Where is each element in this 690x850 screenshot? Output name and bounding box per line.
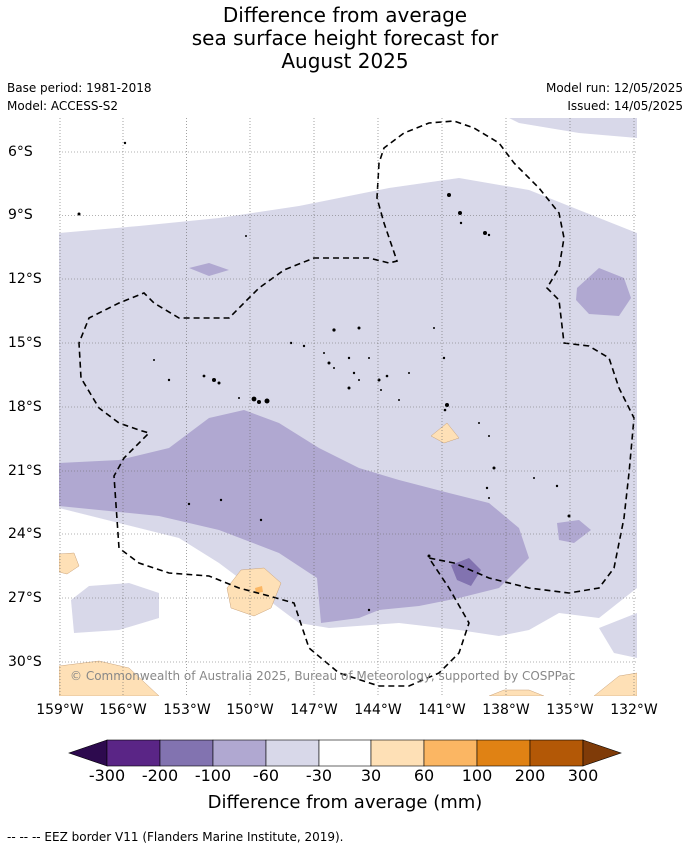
lon-tick-159w: 159°W [36,702,84,718]
colorbar-title: Difference from average (mm) [207,792,483,813]
chart-title: Difference from average sea surface heig… [0,4,690,73]
colorbar-label-pos300: 300 [567,766,599,785]
gridlines [59,118,637,696]
colorbar-bin-4 [265,739,320,767]
lon-tick-156w: 156°W [99,702,147,718]
colorbar-label-pos30: 30 [360,766,382,785]
lat-tick-12s: 12°S [8,271,42,287]
anomaly-blob-east2 [557,520,591,543]
colorbar-bin-9 [529,739,584,767]
anomaly-pos-7 [255,586,263,593]
colorbar-bin-7 [423,739,478,767]
anomaly-blob-east [576,268,631,316]
title-line-1: Difference from average [222,3,468,27]
base-period: Base period: 1981-2018 [7,81,152,95]
anomaly-pos-5 [488,689,545,696]
colorbar-bin-2 [159,739,214,767]
lon-tick-147w: 147°W [290,702,338,718]
eez-border [78,120,635,687]
colorbar-arrow-right [582,739,622,767]
issued-date: Issued: 14/05/2025 [567,99,683,113]
lat-tick-9s: 9°S [8,207,33,223]
anomaly-pos-3 [59,552,80,575]
lat-tick-24s: 24°S [8,526,42,542]
lat-tick-21s: 21°S [8,463,42,479]
colorbar-bin-5 [318,739,372,767]
islands [77,141,571,612]
sea-level-map [59,118,637,696]
colorbar-arrow-left [68,739,108,767]
colorbar-label-neg60: -60 [252,766,280,785]
lon-tick-144w: 144°W [354,702,402,718]
copyright-notice: © Commonwealth of Australia 2025, Bureau… [70,669,576,683]
lon-tick-141w: 141°W [418,702,466,718]
colorbar [68,739,622,767]
title-line-3: August 2025 [281,49,409,73]
eez-footnote: -- -- -- EEZ border V11 (Flanders Marine… [7,830,344,844]
lat-tick-15s: 15°S [8,335,42,351]
lat-tick-18s: 18°S [8,399,42,415]
colorbar-bin-1 [106,739,161,767]
lon-tick-135w: 135°W [546,702,594,718]
meta-right: Model run: 12/05/2025 Issued: 14/05/2025 [546,79,683,115]
colorbar-label-pos60: 60 [413,766,435,785]
colorbar-label-neg200: -200 [141,766,179,785]
lat-tick-30s: 30°S [8,654,42,670]
lat-tick-27s: 27°S [8,590,42,606]
model-name: Model: ACCESS-S2 [7,99,119,113]
anomaly-pos-2 [430,422,460,444]
anomaly-blob-sw [71,583,159,633]
colorbar-label-neg300: -300 [88,766,126,785]
anomaly-band-minus60 [59,410,529,623]
anomaly-blob-se [599,613,637,658]
lon-tick-153w: 153°W [163,702,211,718]
lon-tick-132w: 132°W [610,702,658,718]
model-run: Model run: 12/05/2025 [545,81,683,95]
colorbar-label-neg30: -30 [305,766,333,785]
title-line-2: sea surface height forecast for [191,26,499,50]
colorbar-bin-6 [370,739,425,767]
lat-tick-6s: 6°S [8,144,33,160]
anomaly-pos-6 [593,672,637,696]
colorbar-label-pos200: 200 [514,766,546,785]
colorbar-label-neg100: -100 [194,766,232,785]
colorbar-bin-3 [212,739,267,767]
anomaly-blob-north [189,263,229,276]
colorbar-bin-8 [476,739,531,767]
anomaly-blob-ne [509,118,637,138]
lon-tick-138w: 138°W [482,702,530,718]
colorbar-label-pos100: 100 [461,766,493,785]
lon-tick-150w: 150°W [226,702,274,718]
meta-left: Base period: 1981-2018 Model: ACCESS-S2 [7,79,152,115]
